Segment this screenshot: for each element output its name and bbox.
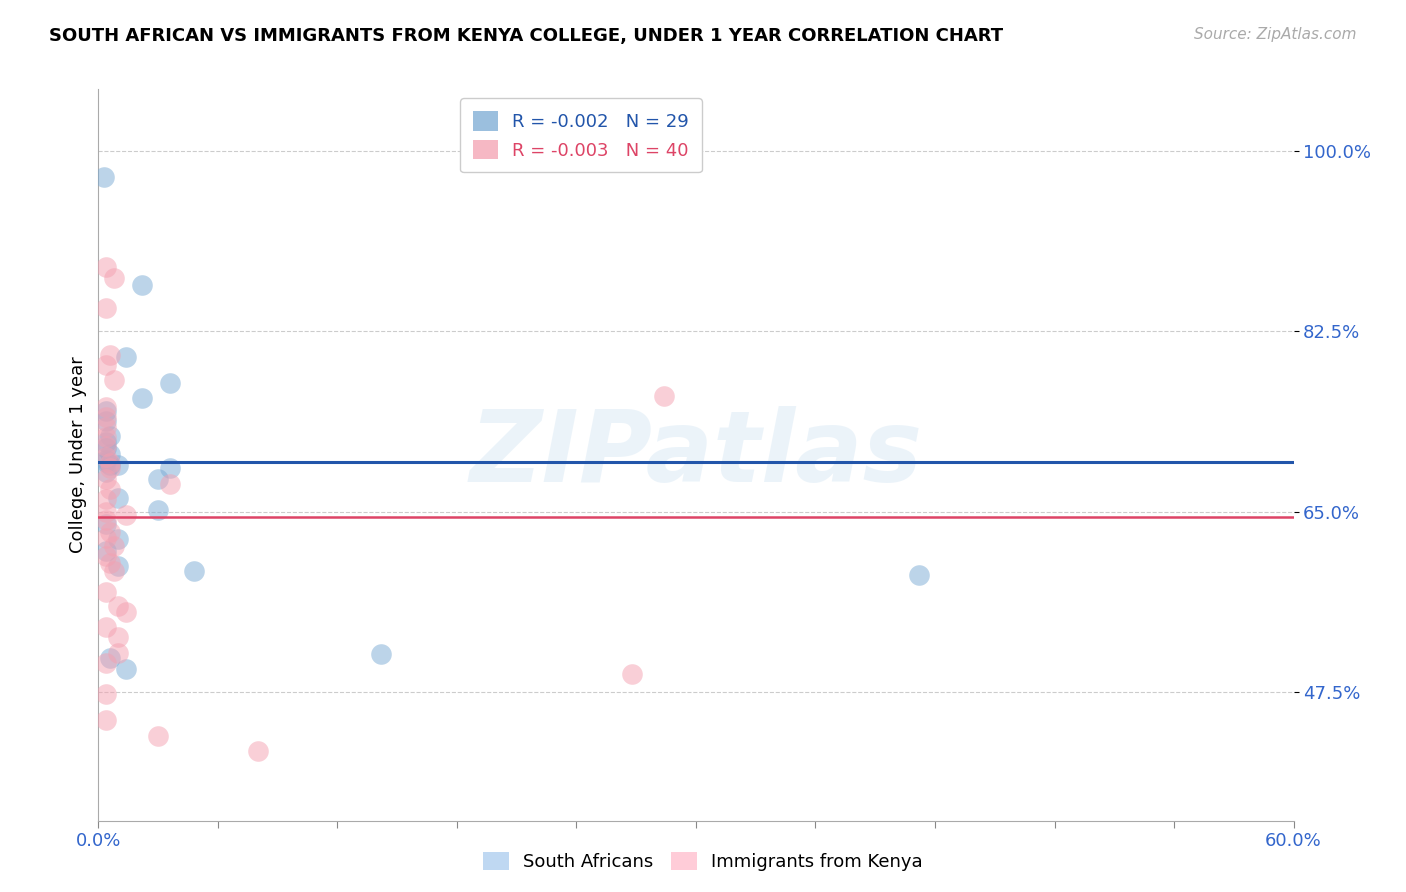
Point [98,556,122,570]
Point [96,439,118,453]
Point [98,525,122,540]
Point [107,630,129,644]
Point [107,458,129,473]
Y-axis label: College, Under 1 year: College, Under 1 year [69,357,87,553]
Point [103,565,125,579]
Point [96,420,118,434]
Point [103,373,125,387]
Point [96,620,118,634]
Text: Source: ZipAtlas.com: Source: ZipAtlas.com [1194,27,1357,42]
Legend: South Africans, Immigrants from Kenya: South Africans, Immigrants from Kenya [477,846,929,879]
Point [107,559,129,574]
Point [96,687,118,701]
Point [98,429,122,443]
Point [115,508,138,522]
Point [96,505,118,519]
Point [148,502,170,516]
Text: ZIPatlas: ZIPatlas [470,407,922,503]
Point [131,277,153,292]
Point [652,389,675,403]
Point [131,391,153,405]
Point [96,713,118,727]
Point [98,651,122,665]
Point [96,455,118,469]
Point [96,430,118,444]
Point [370,647,392,661]
Point [107,599,129,614]
Legend: R = -0.002   N = 29, R = -0.003   N = 40: R = -0.002 N = 29, R = -0.003 N = 40 [460,98,702,172]
Point [148,729,170,743]
Point [96,453,118,467]
Point [96,403,118,417]
Point [96,359,118,373]
Point [115,662,138,676]
Point [96,516,118,531]
Point [621,667,644,681]
Point [96,400,118,414]
Point [96,513,118,527]
Point [107,491,129,506]
Point [115,605,138,619]
Point [96,409,118,424]
Point [96,543,118,558]
Point [98,461,122,475]
Point [148,472,170,486]
Point [103,270,125,285]
Point [96,492,118,507]
Point [96,656,118,670]
Point [96,532,118,546]
Point [96,434,118,449]
Point [96,472,118,486]
Point [96,260,118,275]
Point [107,646,129,660]
Point [103,539,125,553]
Point [908,568,931,582]
Point [98,458,122,473]
Point [96,549,118,563]
Point [98,456,122,470]
Point [246,743,269,757]
Point [93,169,115,184]
Point [183,565,205,579]
Point [96,301,118,315]
Point [96,441,118,455]
Point [107,533,129,547]
Point [96,450,118,464]
Point [98,482,122,496]
Point [96,414,118,428]
Point [159,476,181,491]
Point [96,466,118,480]
Point [96,585,118,599]
Text: SOUTH AFRICAN VS IMMIGRANTS FROM KENYA COLLEGE, UNDER 1 YEAR CORRELATION CHART: SOUTH AFRICAN VS IMMIGRANTS FROM KENYA C… [49,27,1004,45]
Point [159,376,181,390]
Point [98,348,122,362]
Point [159,461,181,475]
Point [98,447,122,461]
Point [115,350,138,364]
